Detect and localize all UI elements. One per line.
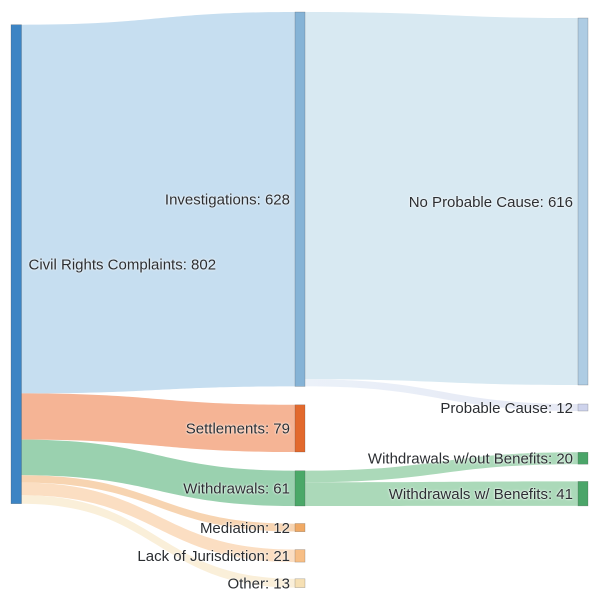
svg-text:Withdrawals w/out Benefits: 20: Withdrawals w/out Benefits: 20 — [368, 451, 573, 468]
svg-text:Withdrawals: 61: Withdrawals: 61 — [183, 481, 290, 498]
svg-text:Settlements: 79: Settlements: 79 — [186, 421, 290, 438]
svg-text:Withdrawals w/ Benefits: 41: Withdrawals w/ Benefits: 41 — [389, 486, 573, 503]
svg-text:Probable Cause: 12: Probable Cause: 12 — [440, 400, 573, 417]
svg-text:Investigations: 628: Investigations: 628 — [165, 191, 290, 208]
svg-text:Other: 13: Other: 13 — [227, 575, 290, 592]
svg-text:Mediation: 12: Mediation: 12 — [200, 520, 290, 537]
svg-text:Civil Rights Complaints: 802: Civil Rights Complaints: 802 — [29, 256, 217, 273]
svg-text:No Probable Cause: 616: No Probable Cause: 616 — [409, 194, 573, 211]
svg-text:Lack of Jurisdiction: 21: Lack of Jurisdiction: 21 — [137, 548, 290, 565]
